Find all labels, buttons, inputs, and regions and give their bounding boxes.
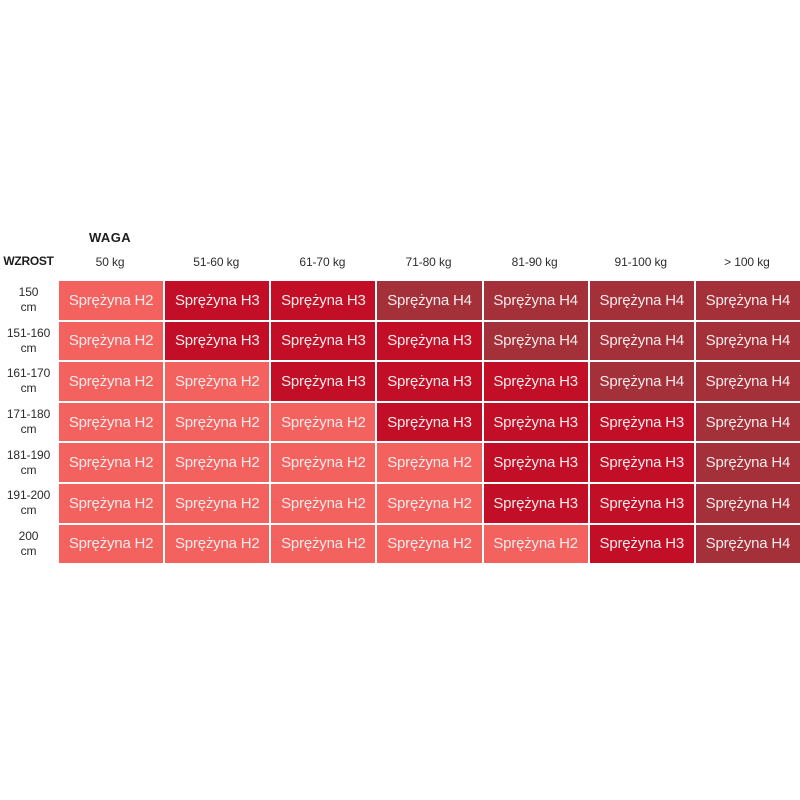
row-label-5: 181-190 cm: [0, 443, 57, 482]
cell-h2-r5c1: Sprężyna H2: [59, 443, 164, 482]
cell-h4-r2c5: Sprężyna H4: [483, 321, 588, 361]
cell-h3-r1c3: Sprężyna H3: [271, 281, 376, 320]
cell-h2-r6c2: Sprężyna H2: [165, 483, 270, 523]
cell-h4-r2c7: Sprężyna H4: [695, 321, 800, 361]
weight-column-headers: 50 kg 51-60 kg 61-70 kg 71-80 kg 81-90 kg 91-…: [57, 255, 800, 269]
cell-h2-r7c2: Sprężyna H2: [165, 524, 270, 564]
column-header-3: 61-70 kg: [299, 255, 346, 269]
row-label-2: 151-160 cm: [0, 321, 57, 361]
cell-h3-r3c3: Sprężyna H3: [271, 362, 376, 401]
row-label-unit: cm: [20, 381, 37, 396]
cell-h3-r2c3: Sprężyna H3: [271, 321, 376, 361]
cell-h4-r1c4: Sprężyna H4: [377, 281, 482, 320]
cell-h4-r1c5: Sprężyna H4: [483, 281, 588, 320]
cell-h4-r1c7: Sprężyna H4: [695, 281, 800, 320]
cell-h2-r3c1: Sprężyna H2: [59, 362, 164, 401]
cell-h2-r7c4: Sprężyna H2: [377, 524, 482, 564]
cell-h4-r3c6: Sprężyna H4: [589, 362, 694, 401]
cell-h2-r5c4: Sprężyna H2: [377, 443, 482, 482]
row-label-value: 200: [18, 528, 39, 543]
column-header-6: 91-100 kg: [614, 255, 668, 269]
row-label-unit: cm: [20, 462, 37, 477]
row-label-value: 191-200: [6, 488, 51, 503]
cell-h3-r2c4: Sprężyna H3: [377, 321, 482, 361]
cell-h3-r6c5: Sprężyna H3: [483, 483, 588, 523]
cell-h4-r5c7: Sprężyna H4: [695, 443, 800, 482]
height-axis-title: WZROST: [3, 254, 54, 268]
cell-h3-r6c6: Sprężyna H3: [589, 483, 694, 523]
cell-h2-r7c5: Sprężyna H2: [483, 524, 588, 564]
cell-h2-r4c3: Sprężyna H2: [271, 402, 376, 442]
cell-h4-r4c7: Sprężyna H4: [695, 402, 800, 442]
cell-h4-r1c6: Sprężyna H4: [589, 281, 694, 320]
weight-axis-title: WAGA: [88, 230, 132, 245]
row-label-unit: cm: [20, 340, 37, 355]
cell-h3-r2c2: Sprężyna H3: [165, 321, 270, 361]
cell-h4-r7c7: Sprężyna H4: [695, 524, 800, 564]
cell-h3-r3c4: Sprężyna H3: [377, 362, 482, 401]
column-header-1: 50 kg: [95, 255, 125, 269]
cell-h2-r3c2: Sprężyna H2: [165, 362, 270, 401]
row-label-unit: cm: [20, 543, 37, 558]
cell-h2-r1c1: Sprężyna H2: [59, 281, 164, 320]
column-header-2: 51-60 kg: [193, 255, 240, 269]
row-label-value: 161-170: [6, 366, 51, 381]
cell-h4-r3c7: Sprężyna H4: [695, 362, 800, 401]
spring-grid: 150 cm Sprężyna H2 Sprężyna H3 Sprężyna H3 Sp…: [0, 281, 800, 564]
row-label-unit: cm: [20, 503, 37, 518]
cell-h4-r6c7: Sprężyna H4: [695, 483, 800, 523]
cell-h2-r7c3: Sprężyna H2: [271, 524, 376, 564]
cell-h2-r5c3: Sprężyna H2: [271, 443, 376, 482]
row-label-unit: cm: [20, 422, 37, 437]
cell-h2-r6c3: Sprężyna H2: [271, 483, 376, 523]
cell-h3-r4c4: Sprężyna H3: [377, 402, 482, 442]
row-label-value: 151-160: [6, 325, 51, 340]
column-header-4: 71-80 kg: [405, 255, 452, 269]
cell-h2-r4c1: Sprężyna H2: [59, 402, 164, 442]
row-label-3: 161-170 cm: [0, 362, 57, 401]
cell-h3-r7c6: Sprężyna H3: [589, 524, 694, 564]
row-label-4: 171-180 cm: [0, 402, 57, 442]
cell-h4-r2c6: Sprężyna H4: [589, 321, 694, 361]
cell-h2-r7c1: Sprężyna H2: [59, 524, 164, 564]
cell-h2-r5c2: Sprężyna H2: [165, 443, 270, 482]
cell-h2-r6c1: Sprężyna H2: [59, 483, 164, 523]
cell-h3-r4c6: Sprężyna H3: [589, 402, 694, 442]
column-header-7: > 100 kg: [724, 255, 770, 269]
cell-h2-r6c4: Sprężyna H2: [377, 483, 482, 523]
row-label-1: 150 cm: [0, 281, 57, 320]
cell-h2-r2c1: Sprężyna H2: [59, 321, 164, 361]
cell-h3-r5c6: Sprężyna H3: [589, 443, 694, 482]
row-label-7: 200 cm: [0, 524, 57, 564]
cell-h2-r4c2: Sprężyna H2: [165, 402, 270, 442]
cell-h3-r5c5: Sprężyna H3: [483, 443, 588, 482]
column-header-5: 81-90 kg: [511, 255, 558, 269]
row-label-unit: cm: [20, 300, 37, 315]
row-label-value: 181-190: [6, 447, 51, 462]
cell-h3-r4c5: Sprężyna H3: [483, 402, 588, 442]
cell-h3-r3c5: Sprężyna H3: [483, 362, 588, 401]
row-label-value: 171-180: [6, 407, 51, 422]
cell-h3-r1c2: Sprężyna H3: [165, 281, 270, 320]
row-label-6: 191-200 cm: [0, 483, 57, 523]
row-label-value: 150: [18, 285, 39, 300]
